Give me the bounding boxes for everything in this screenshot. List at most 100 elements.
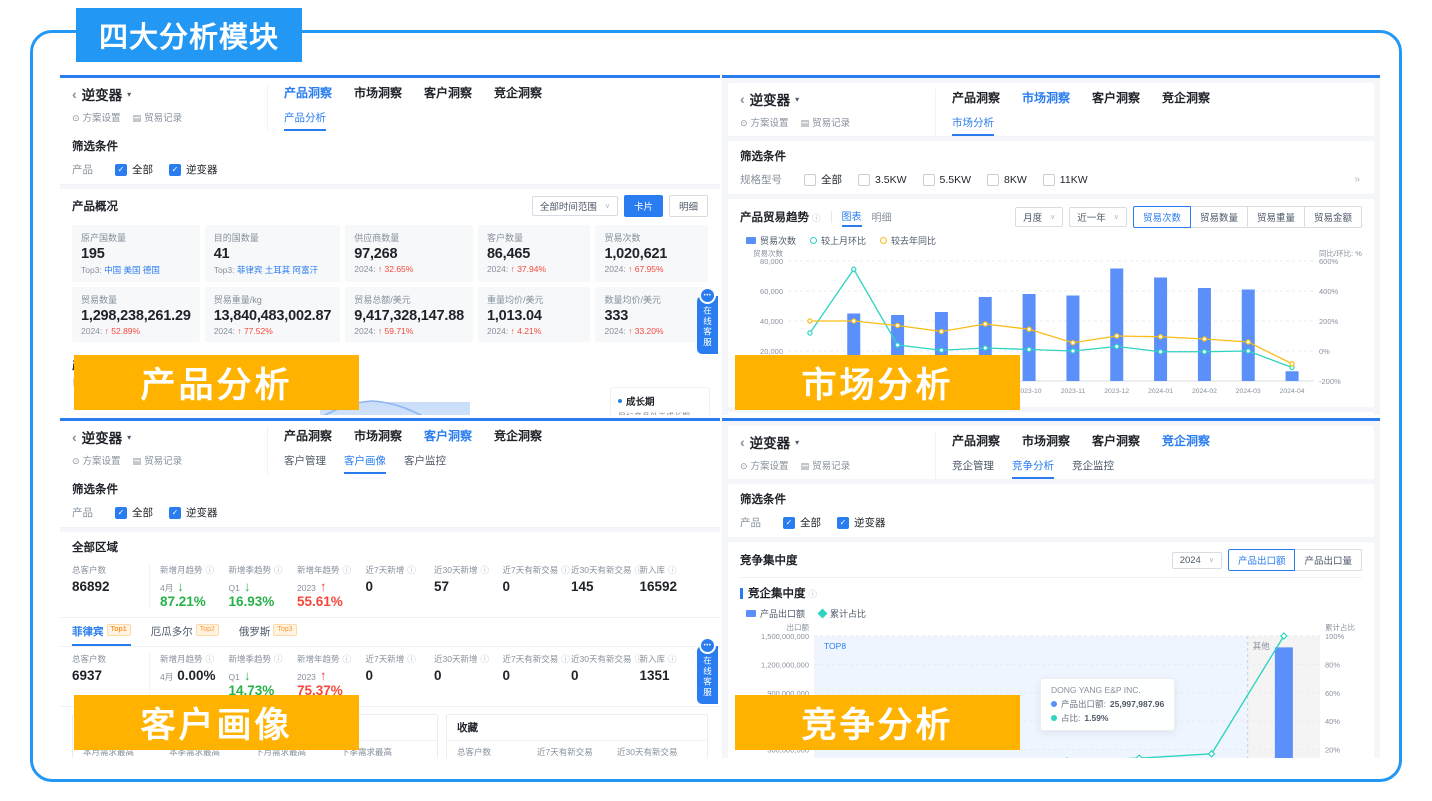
country-tab-ecuador[interactable]: 厄瓜多尔 Top2 (151, 624, 219, 646)
frequency-select[interactable]: 月度 ∨ (1015, 207, 1064, 227)
checkbox-all[interactable]: 全部 (115, 505, 153, 520)
checkbox-spec-3-5kw[interactable]: 3.5KW (858, 173, 907, 186)
checkbox-spec-5-5kw[interactable]: 5.5KW (922, 173, 971, 186)
svg-text:1,200,000,000: 1,200,000,000 (761, 660, 809, 669)
subtab-competitor-monitor[interactable]: 竞企监控 (1072, 460, 1114, 472)
tab-customer-insight[interactable]: 客户洞察 (1092, 434, 1141, 448)
checkbox-all[interactable]: 全部 (783, 515, 821, 530)
section-divider (60, 185, 720, 189)
trade-records-link[interactable]: ▤ 贸易记录 (800, 118, 851, 129)
tab-product-insight[interactable]: 产品洞察 (284, 86, 333, 100)
expand-icon[interactable]: » (1354, 174, 1360, 185)
tab-competitor-insight[interactable]: 竞企洞察 (494, 86, 543, 100)
country-tab-russia[interactable]: 俄罗斯 Top3 (239, 624, 297, 646)
svg-text:2023-10: 2023-10 (1017, 388, 1042, 395)
view-chart-tab[interactable]: 图表 (841, 208, 862, 227)
scheme-settings-link[interactable]: ⊙ 方案设置 (740, 461, 789, 472)
stage-growth-card[interactable]: 成长期 目标产品处于成长期，整体趋势呈快速增长 (610, 387, 710, 415)
trade-records-link[interactable]: ▤ 贸易记录 (132, 456, 183, 467)
scheme-settings-link[interactable]: ⊙ 方案设置 (72, 113, 121, 124)
country-tab-philippines[interactable]: 菲律宾 Top1 (72, 624, 131, 646)
favorites-box: 收藏 总客户数3 近7天有新交易0 近30天有新交易1 (446, 714, 708, 758)
panel2-header: ‹ 逆变器 ▾ ⊙ 方案设置 ▤ 贸易记录 产品洞察 市场洞察 客户洞察 竞企洞察 … (728, 83, 1374, 136)
svg-text:0%: 0% (1319, 347, 1330, 356)
year-select[interactable]: 2024 ∨ (1171, 551, 1222, 569)
export-volume-button[interactable]: 产品出口量 (1294, 549, 1362, 571)
range-select[interactable]: 近一年 ∨ (1069, 207, 1127, 227)
tab-market-insight[interactable]: 市场洞察 (354, 86, 403, 100)
tab-customer-insight[interactable]: 客户洞察 (1092, 91, 1141, 105)
svg-text:同比/环比: %: 同比/环比: % (1319, 249, 1362, 258)
svg-text:40,000: 40,000 (760, 317, 783, 326)
checkbox-spec-all[interactable]: 全部 (804, 172, 842, 187)
svg-text:2023-12: 2023-12 (1104, 388, 1129, 395)
filter-card: 筛选条件 产品 全部 逆变器 (728, 484, 1374, 537)
back-chevron-icon[interactable]: ‹ (72, 429, 77, 445)
back-chevron-icon[interactable]: ‹ (740, 91, 745, 107)
tab-market-insight[interactable]: 市场洞察 (354, 429, 403, 443)
card-view-button[interactable]: 卡片 (623, 195, 663, 217)
checkbox-spec-11kw[interactable]: 11KW (1042, 173, 1088, 186)
legend-export-amount[interactable]: 产品出口额 (746, 607, 805, 620)
online-service-widget[interactable]: ••• 在线客服 (697, 287, 718, 354)
tab-competitor-insight[interactable]: 竞企洞察 (1162, 434, 1211, 448)
back-chevron-icon[interactable]: ‹ (72, 86, 77, 102)
checkbox-checked-icon (783, 516, 795, 529)
filter-title: 筛选条件 (72, 141, 118, 153)
subtab-customer-manage[interactable]: 客户管理 (284, 455, 326, 467)
subtab-competitor-manage[interactable]: 竞企管理 (952, 460, 994, 472)
product-selector[interactable]: 逆变器 (749, 436, 791, 451)
checkbox-inverter[interactable]: 逆变器 (837, 515, 886, 530)
subtab-customer-portrait[interactable]: 客户画像 (344, 453, 386, 474)
subtab-product-analysis[interactable]: 产品分析 (284, 110, 326, 131)
tab-product-insight[interactable]: 产品洞察 (952, 91, 1001, 105)
tab-customer-insight[interactable]: 客户洞察 (424, 429, 473, 443)
view-detail-tab[interactable]: 明细 (871, 212, 892, 224)
time-range-select[interactable]: 全部时间范围 ∨ (531, 196, 618, 216)
tab-market-insight[interactable]: 市场洞察 (1022, 434, 1071, 448)
product-selector[interactable]: 逆变器 (81, 431, 123, 446)
export-amount-button[interactable]: 产品出口额 (1227, 549, 1296, 571)
metric-trade-count-button[interactable]: 贸易次数 (1132, 206, 1191, 228)
detail-view-button[interactable]: 明细 (668, 195, 708, 217)
tab-product-insight[interactable]: 产品洞察 (284, 429, 333, 443)
legend-yoy[interactable]: 较去年同比 (880, 234, 936, 247)
tab-market-insight[interactable]: 市场洞察 (1022, 91, 1071, 105)
metric-trade-amount-button[interactable]: 贸易金额 (1303, 206, 1362, 228)
online-service-widget[interactable]: ••• 在线客服 (697, 637, 718, 704)
legend-trade-count[interactable]: 贸易次数 (746, 234, 796, 247)
trade-records-link[interactable]: ▤ 贸易记录 (132, 113, 183, 124)
subtab-customer-monitor[interactable]: 客户监控 (404, 455, 446, 467)
metric-trade-weight-button[interactable]: 贸易重量 (1246, 206, 1305, 228)
legend-cumulative-share[interactable]: 累计占比 (817, 607, 866, 620)
label-customer-portrait: 客户画像 (74, 695, 359, 750)
chevron-down-icon: ∨ (1208, 557, 1214, 564)
tab-competitor-insight[interactable]: 竞企洞察 (494, 429, 543, 443)
product-selector[interactable]: 逆变器 (81, 88, 123, 103)
metric-trade-qty-button[interactable]: 贸易数量 (1189, 206, 1248, 228)
subtab-market-analysis[interactable]: 市场分析 (952, 115, 994, 136)
checkbox-inverter[interactable]: 逆变器 (169, 505, 218, 520)
legend-mom[interactable]: 较上月环比 (810, 234, 866, 247)
trade-records-link[interactable]: ▤ 贸易记录 (800, 461, 851, 472)
panel3-header: ‹ 逆变器 ▾ ⊙ 方案设置 ▤ 贸易记录 产品洞察 市场洞察 客户洞察 竞企洞察 … (60, 421, 720, 474)
product-selector[interactable]: 逆变器 (749, 93, 791, 108)
tab-product-insight[interactable]: 产品洞察 (952, 434, 1001, 448)
diamond-swatch-icon (817, 608, 828, 619)
top3-links[interactable]: 菲律宾 土耳其 阿富汗 (236, 265, 319, 275)
back-chevron-icon[interactable]: ‹ (740, 434, 745, 450)
ring-swatch-icon (810, 237, 818, 244)
checkbox-spec-8kw[interactable]: 8KW (987, 173, 1027, 186)
concentration-chart-title: 竞企集中度 (748, 585, 817, 601)
scheme-settings-link[interactable]: ⊙ 方案设置 (740, 118, 789, 129)
top3-links[interactable]: 中国 美国 德国 (104, 265, 160, 275)
tab-customer-insight[interactable]: 客户洞察 (424, 86, 473, 100)
tab-competitor-insight[interactable]: 竞企洞察 (1162, 91, 1211, 105)
subtab-competition-analysis[interactable]: 竞争分析 (1012, 458, 1054, 479)
gear-icon: ⊙ (72, 113, 80, 123)
section-marker (740, 587, 743, 599)
checkbox-all[interactable]: 全部 (115, 162, 153, 177)
checkbox-inverter[interactable]: 逆变器 (169, 162, 218, 177)
svg-text:20%: 20% (1325, 746, 1340, 755)
scheme-settings-link[interactable]: ⊙ 方案设置 (72, 456, 121, 467)
